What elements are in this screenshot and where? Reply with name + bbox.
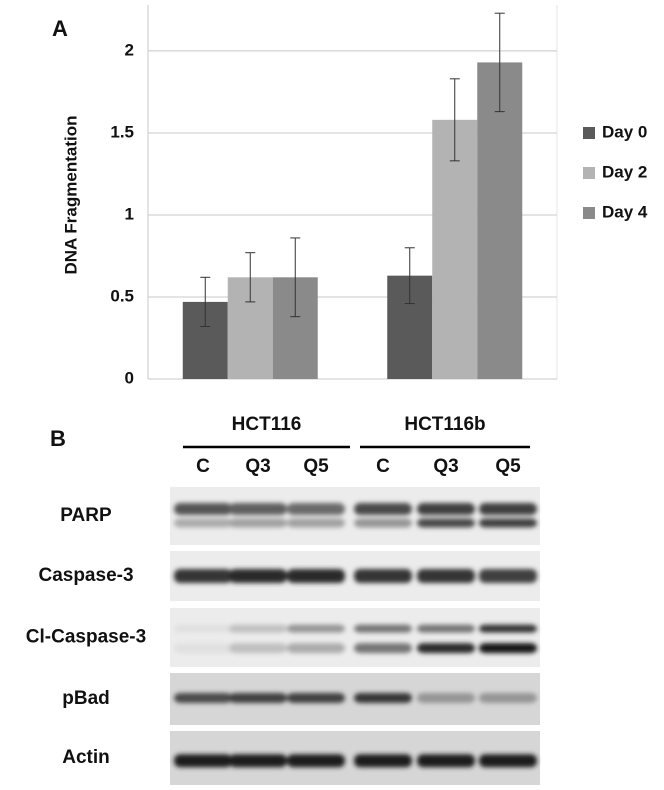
- blot-band: [354, 692, 412, 703]
- legend-label: Day 2: [602, 162, 647, 181]
- blot-band: [229, 754, 287, 768]
- blot-band: [174, 692, 232, 703]
- legend-label: Day 0: [602, 122, 647, 141]
- blot-band: [287, 518, 345, 528]
- blot-band: [287, 643, 345, 654]
- blot-band: [479, 643, 537, 654]
- error-bar: [494, 12, 505, 113]
- row-label: Cl-Caspase-3: [26, 627, 146, 648]
- y-tick-label: 1: [125, 204, 134, 223]
- blot-band: [287, 692, 345, 703]
- blot-band: [229, 692, 287, 703]
- blot-band: [354, 624, 412, 633]
- lane-label: Q3: [433, 456, 458, 477]
- lane-label: C: [196, 456, 210, 477]
- blot-band: [174, 754, 232, 768]
- legend-swatch: [583, 167, 595, 179]
- blot-band: [174, 518, 232, 528]
- blot-band: [479, 503, 537, 516]
- y-axis-label: DNA Fragmentation: [61, 116, 80, 275]
- blot-band: [479, 624, 537, 633]
- lane-label: Q5: [495, 456, 521, 477]
- blot-band: [479, 569, 537, 583]
- error-bar: [449, 78, 460, 162]
- bar: [477, 62, 523, 379]
- blot-band: [229, 624, 287, 633]
- row-label: pBad: [62, 688, 110, 709]
- blot-band: [354, 518, 412, 528]
- panel-label: B: [50, 426, 66, 451]
- blot-bands: [174, 754, 537, 768]
- blot-band: [417, 569, 475, 583]
- blot-band: [354, 569, 412, 583]
- blot-band: [417, 624, 475, 633]
- row-label: PARP: [60, 505, 112, 526]
- legend-swatch: [583, 207, 595, 219]
- blot-band: [174, 624, 232, 633]
- blot-band: [229, 503, 287, 516]
- y-tick-label: 0.5: [110, 286, 134, 305]
- blot-band: [287, 624, 345, 633]
- y-tick-label: 2: [125, 40, 134, 59]
- panel-label: A: [52, 16, 68, 41]
- row-label: Caspase-3: [38, 565, 133, 586]
- blot-bands: [174, 503, 537, 528]
- blot-band: [229, 569, 287, 583]
- blot-band: [174, 569, 232, 583]
- blot-bands: [174, 692, 537, 703]
- row-label: Actin: [62, 747, 110, 768]
- group-label: HCT116: [232, 414, 302, 435]
- blot-bands: [174, 624, 537, 654]
- group-label: HCT116b: [404, 414, 485, 435]
- blot-band: [287, 569, 345, 583]
- blot-band: [479, 692, 537, 703]
- blot-band: [417, 643, 475, 654]
- blot-band: [174, 503, 232, 516]
- blot-band: [354, 503, 412, 516]
- blot-bands: [174, 569, 537, 583]
- blot-band: [287, 503, 345, 516]
- blot-band: [479, 754, 537, 768]
- blot-band: [479, 518, 537, 528]
- bar: [432, 119, 478, 380]
- lane-label: C: [376, 456, 390, 477]
- y-tick-label: 1.5: [110, 122, 134, 141]
- blot-band: [174, 643, 232, 654]
- blot-band: [417, 754, 475, 768]
- blot-membrane: [170, 608, 540, 667]
- error-bar: [404, 247, 415, 305]
- error-bar: [245, 252, 256, 303]
- legend-label: Day 4: [602, 202, 648, 221]
- blot-band: [417, 692, 475, 703]
- blot-band: [417, 518, 475, 528]
- y-tick-label: 0: [125, 368, 134, 387]
- lane-label: Q3: [245, 456, 270, 477]
- blot-band: [287, 754, 345, 768]
- blot-membrane: [170, 487, 540, 545]
- blot-band: [354, 643, 412, 654]
- blot-band: [417, 503, 475, 516]
- legend-swatch: [583, 127, 595, 139]
- blot-band: [354, 754, 412, 768]
- blot-band: [229, 643, 287, 654]
- lane-label: Q5: [303, 456, 329, 477]
- blot-band: [229, 518, 287, 528]
- error-bar: [290, 237, 301, 318]
- error-bar: [200, 276, 211, 328]
